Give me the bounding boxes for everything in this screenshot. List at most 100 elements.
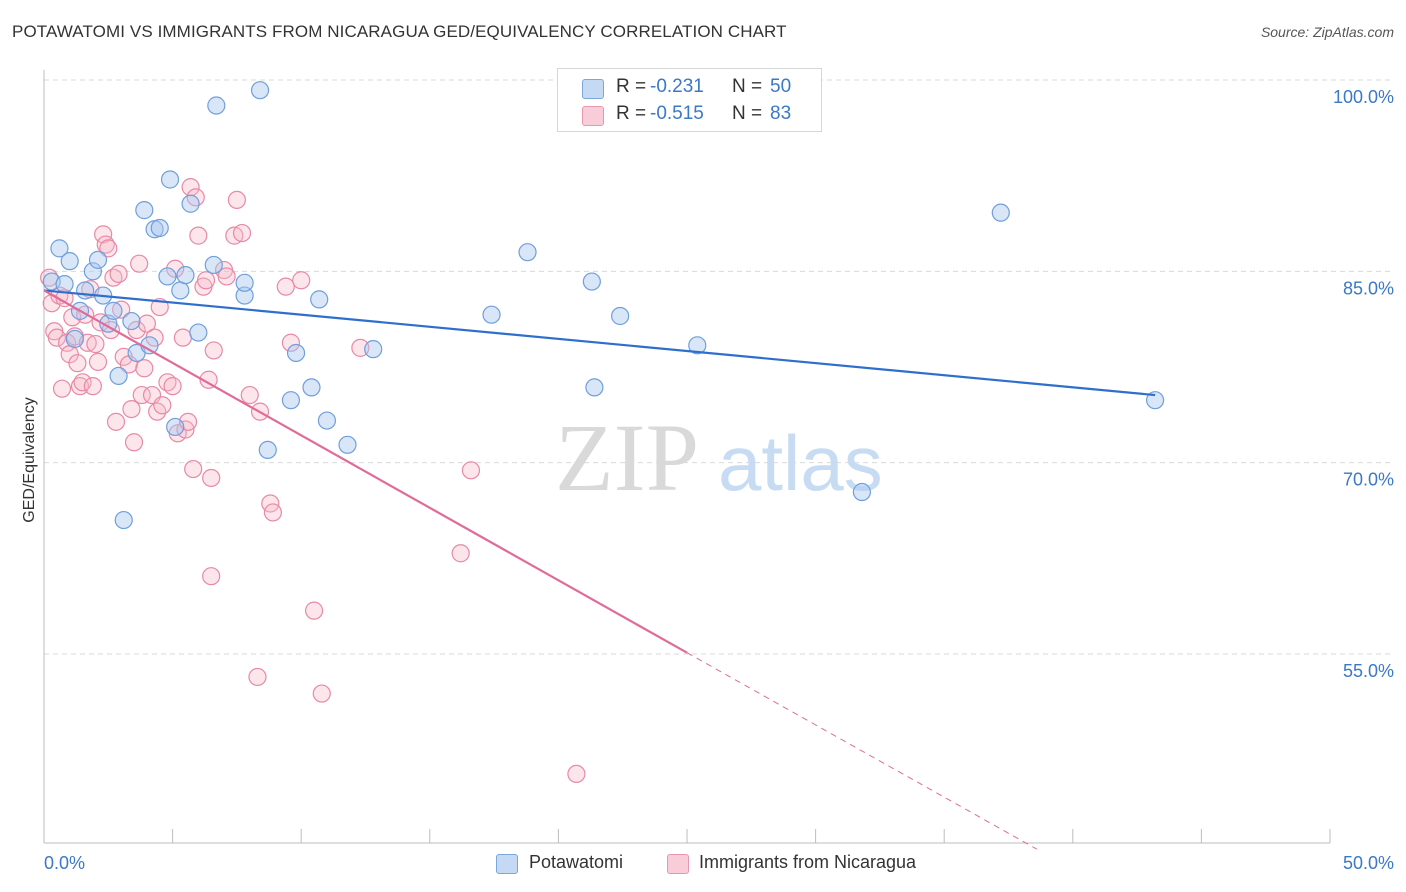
x-tick-label: 0.0% <box>44 853 85 873</box>
data-point-nicaragua <box>166 259 185 278</box>
data-point-nicaragua <box>184 459 203 479</box>
data-point-potawatomi <box>171 281 190 300</box>
data-point-nicaragua <box>83 377 102 396</box>
data-point-potawatomi <box>852 482 871 502</box>
data-point-nicaragua <box>304 601 324 620</box>
data-point-potawatomi <box>55 274 74 294</box>
axes <box>43 70 1331 844</box>
data-point-potawatomi <box>122 311 141 331</box>
legend-label-nicaragua: Immigrants from Nicaragua <box>699 852 917 872</box>
data-point-nicaragua <box>202 567 221 586</box>
data-point-nicaragua <box>217 267 236 286</box>
data-point-potawatomi <box>104 301 123 320</box>
data-point-nicaragua <box>47 328 66 347</box>
data-point-potawatomi <box>482 305 501 324</box>
data-point-potawatomi <box>235 273 254 292</box>
legend-swatch-blue <box>496 854 518 874</box>
data-point-potawatomi <box>991 203 1010 222</box>
data-point-nicaragua <box>567 764 586 784</box>
data-point-potawatomi <box>181 194 200 213</box>
data-point-nicaragua <box>52 379 72 398</box>
data-point-nicaragua <box>73 373 92 392</box>
data-point-nicaragua <box>281 333 301 352</box>
data-point-nicaragua <box>199 370 218 389</box>
data-point-potawatomi <box>582 272 601 291</box>
data-point-potawatomi <box>83 262 102 281</box>
data-point-potawatomi <box>50 239 69 258</box>
legend-swatch-pink <box>582 106 604 126</box>
data-point-nicaragua <box>137 314 156 333</box>
series-immigrants-from-nicaragua <box>40 178 586 784</box>
legend-n-value: 83 <box>770 103 792 124</box>
data-point-potawatomi <box>518 243 537 262</box>
trend-lines <box>43 289 1156 850</box>
data-point-potawatomi <box>1146 391 1165 410</box>
legend-r-value: -0.515 <box>650 103 704 124</box>
legend-r-label: R = <box>616 76 647 97</box>
data-point-nicaragua <box>132 385 151 405</box>
data-point-nicaragua <box>461 461 481 480</box>
data-point-potawatomi <box>114 510 133 530</box>
data-point-nicaragua <box>312 684 331 703</box>
x-tick-label: 50.0% <box>1343 853 1394 873</box>
data-point-potawatomi <box>317 411 337 430</box>
y-tick-label: 55.0% <box>1343 661 1394 681</box>
data-point-potawatomi <box>364 340 383 359</box>
data-point-potawatomi <box>235 286 254 305</box>
data-point-nicaragua <box>86 334 105 354</box>
data-point-potawatomi <box>65 329 84 349</box>
data-point-potawatomi <box>60 252 79 271</box>
data-point-nicaragua <box>248 667 267 687</box>
data-point-potawatomi <box>109 366 128 386</box>
data-point-nicaragua <box>173 328 192 347</box>
data-point-potawatomi <box>281 391 301 410</box>
data-point-potawatomi <box>338 435 357 454</box>
data-point-potawatomi <box>258 440 277 460</box>
data-point-potawatomi <box>286 343 306 363</box>
data-point-potawatomi <box>150 218 169 238</box>
data-point-potawatomi <box>204 255 223 275</box>
data-point-nicaragua <box>451 544 470 563</box>
y-tick-label: 85.0% <box>1343 278 1394 298</box>
legend-swatch-pink <box>667 854 689 874</box>
source-note: Source: ZipAtlas.com <box>1260 24 1394 40</box>
legend-row-potawatomi: R = -0.231 N = 50 <box>558 75 821 101</box>
data-point-nicaragua <box>124 433 144 452</box>
data-point-potawatomi <box>135 201 154 220</box>
data-point-nicaragua <box>88 352 108 371</box>
data-point-potawatomi <box>189 323 208 342</box>
watermark-zip: ZIP <box>555 404 699 511</box>
data-point-nicaragua <box>127 320 146 340</box>
data-point-nicaragua <box>106 412 126 431</box>
trendline-nicaragua <box>43 289 688 654</box>
watermark-atlas: atlas <box>718 419 883 507</box>
legend-row-nicaragua: R = -0.515 N = 83 <box>558 102 821 128</box>
data-point-nicaragua <box>351 338 370 357</box>
legend-r-label: R = <box>616 103 647 124</box>
correlation-legend: R = -0.231 N = 50 R = -0.515 N = 83 <box>557 68 822 132</box>
trendline-nicaragua <box>686 652 1038 850</box>
legend-n-label: N = <box>732 103 763 124</box>
data-point-nicaragua <box>99 239 118 258</box>
data-point-potawatomi <box>302 378 321 397</box>
data-point-potawatomi <box>207 96 226 115</box>
legend-n-label: N = <box>732 76 763 97</box>
legend-r-value: -0.231 <box>650 76 704 97</box>
data-point-nicaragua <box>68 354 87 373</box>
data-point-nicaragua <box>112 300 131 319</box>
y-tick-label: 100.0% <box>1333 87 1394 107</box>
data-point-nicaragua <box>232 223 252 243</box>
legend-label-potawatomi: Potawatomi <box>529 852 624 872</box>
data-point-nicaragua <box>130 254 149 273</box>
data-point-nicaragua <box>189 226 208 245</box>
data-point-nicaragua <box>276 277 295 296</box>
trendline-potawatomi <box>43 289 1156 397</box>
data-point-potawatomi <box>88 250 108 269</box>
data-point-potawatomi <box>250 81 270 100</box>
data-point-potawatomi <box>585 378 604 397</box>
data-point-potawatomi <box>160 170 180 189</box>
grid-lines <box>44 79 1394 655</box>
data-point-nicaragua <box>135 359 154 378</box>
data-point-nicaragua <box>240 385 259 405</box>
